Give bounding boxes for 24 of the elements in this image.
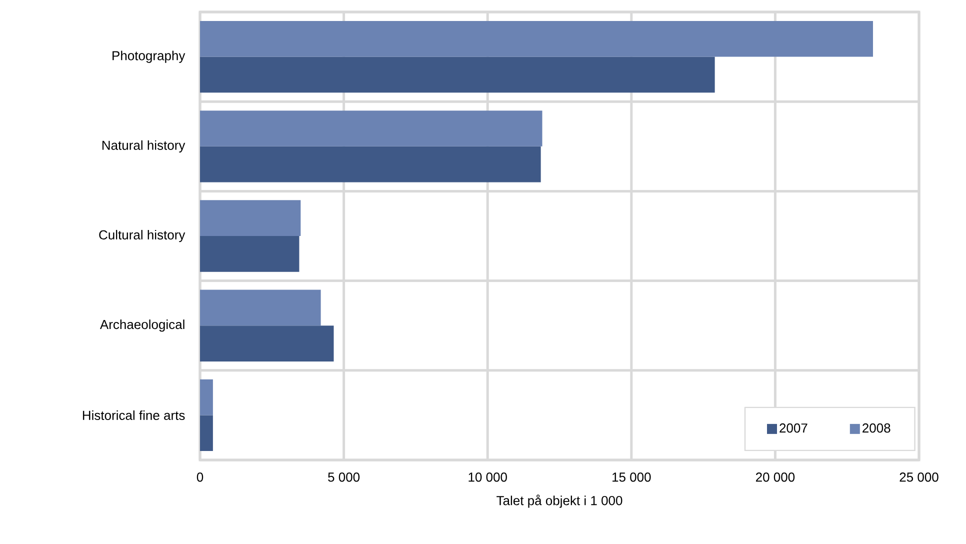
bar [200, 200, 301, 236]
legend-label: 2007 [780, 423, 808, 433]
y-tick-label: Photography [112, 50, 186, 63]
legend-label: 2008 [862, 423, 890, 433]
x-tick-label: 0 [196, 472, 204, 482]
x-tick-label: 15 000 [612, 472, 651, 482]
x-axis-title: Talet på objekt i 1 000 [496, 494, 622, 508]
x-tick-label: 10 000 [468, 472, 507, 482]
y-tick-label: Cultural history [99, 230, 186, 242]
y-tick-label: Archaeological [100, 320, 184, 332]
y-tick-label: Natural history [102, 140, 186, 152]
bar [200, 379, 213, 416]
y-tick-label: Historical fine arts [82, 410, 185, 420]
bar [200, 110, 542, 146]
bar [200, 236, 300, 272]
bar [200, 415, 213, 452]
bar [200, 326, 334, 362]
x-tick-label: 5 000 [328, 472, 360, 482]
bar [200, 56, 715, 93]
x-tick-label: 25 000 [900, 472, 938, 482]
bar [200, 290, 321, 326]
bar [200, 146, 541, 182]
x-tick-label: 20 000 [756, 472, 795, 482]
bar [200, 20, 873, 57]
